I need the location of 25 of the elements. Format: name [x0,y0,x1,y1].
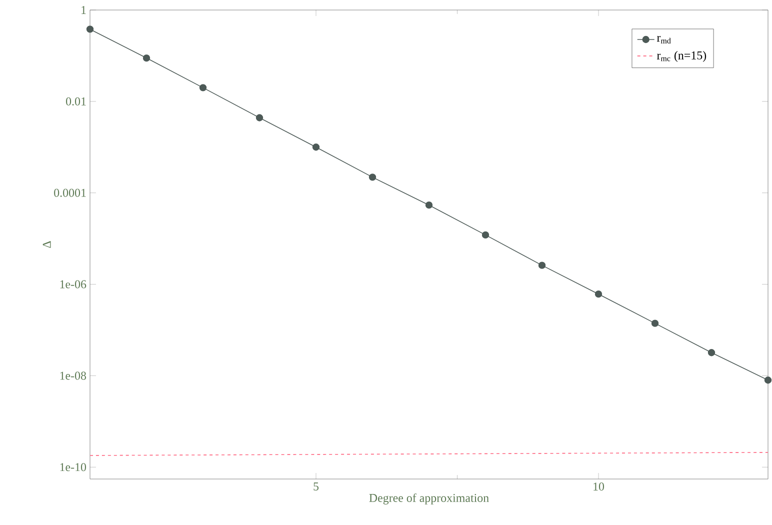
y-axis-title: Δ [42,241,51,248]
y-tick-label: 1 [82,6,86,14]
y-tick-label: 0.01 [66,97,86,106]
legend-label: r$_{mc}$ (n=15) [656,51,706,62]
point [764,376,772,384]
point [368,174,376,181]
point [482,231,490,239]
point [651,320,659,327]
x-axis-title: Degree of approximation [369,493,489,504]
point [86,26,94,33]
y-tick-label: 1e-10 [60,463,86,472]
legend-label: r$_{md}$ [656,36,671,44]
x-tick-label: 5 [314,482,319,490]
point [312,144,320,151]
point [256,114,264,122]
y-tick-label: 1e-08 [60,372,86,380]
point [538,262,546,269]
y-tick-label: 0.0001 [54,188,86,197]
y-tick-label: 1e-06 [60,280,86,288]
point [425,202,433,209]
point [142,54,150,62]
point [594,290,602,298]
point [199,84,207,92]
point [708,349,716,356]
x-tick-label: 10 [594,482,604,491]
